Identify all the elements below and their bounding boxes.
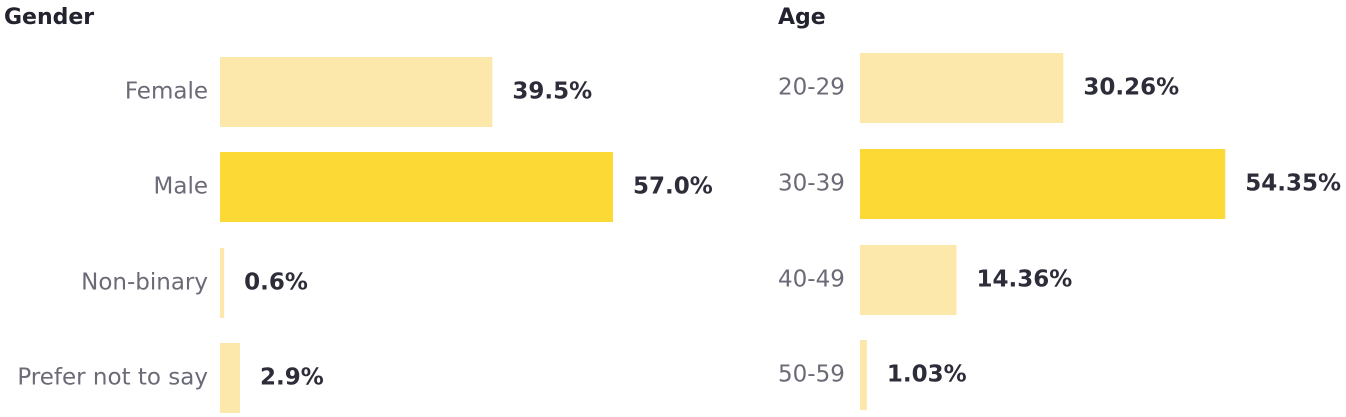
category-label: 20-29 bbox=[778, 75, 845, 101]
category-label: 40-49 bbox=[778, 267, 845, 293]
category-label: Prefer not to say bbox=[17, 365, 208, 391]
value-label: 30.26% bbox=[1083, 75, 1179, 101]
bar bbox=[860, 340, 867, 410]
bar bbox=[220, 152, 614, 222]
value-label: 2.9% bbox=[260, 365, 324, 391]
category-label: Female bbox=[125, 79, 208, 105]
bar bbox=[220, 343, 240, 413]
category-label: 50-59 bbox=[778, 362, 845, 388]
bar bbox=[860, 245, 957, 315]
value-label: 0.6% bbox=[244, 270, 308, 296]
category-label: Male bbox=[154, 174, 208, 200]
value-label: 54.35% bbox=[1245, 171, 1341, 197]
chart-title: Gender bbox=[4, 5, 94, 30]
bar bbox=[860, 149, 1226, 219]
value-label: 1.03% bbox=[887, 362, 967, 388]
bar bbox=[220, 248, 225, 318]
value-label: 14.36% bbox=[976, 267, 1072, 293]
value-label: 57.0% bbox=[633, 174, 713, 200]
bar bbox=[220, 57, 493, 127]
value-label: 39.5% bbox=[512, 79, 592, 105]
bar bbox=[860, 53, 1064, 123]
chart-title: Age bbox=[778, 5, 826, 30]
category-label: Non-binary bbox=[81, 270, 208, 296]
category-label: 30-39 bbox=[778, 171, 845, 197]
